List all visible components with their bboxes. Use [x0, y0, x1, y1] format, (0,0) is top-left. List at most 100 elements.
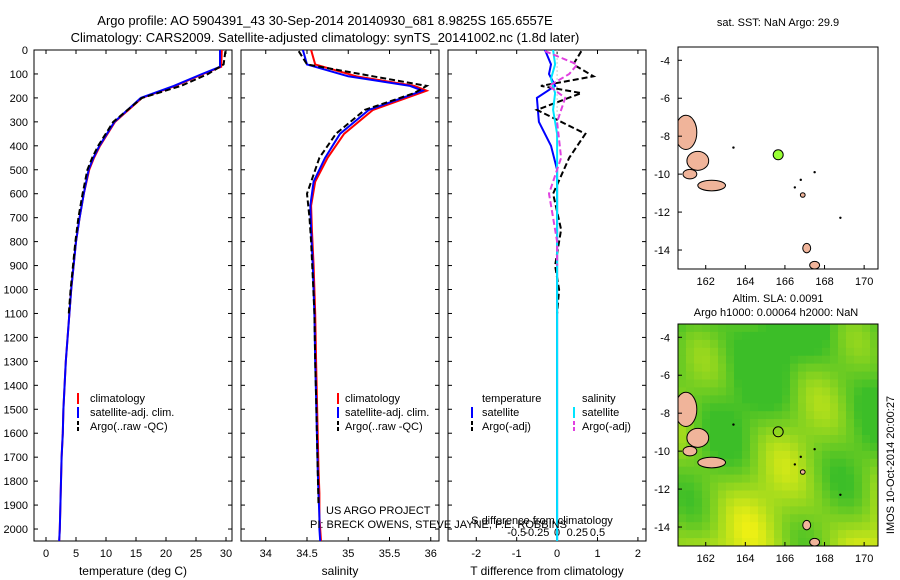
map-title-sst: sat. SST: NaN Argo: 29.9 [717, 17, 839, 29]
sla-heatmap-cell [694, 482, 703, 492]
sla-heatmap-cell [686, 538, 695, 546]
sla-heatmap-cell [734, 419, 743, 428]
sla-heatmap-cell [830, 331, 839, 341]
map-title-sla: Altim. SLA: 0.0091 [732, 293, 823, 305]
sla-heatmap-cell [830, 411, 839, 420]
sla-heatmap-cell [870, 324, 878, 333]
sla-heatmap-cell [862, 324, 871, 333]
sla-heatmap-cell [862, 403, 871, 412]
land-island [809, 260, 821, 269]
sla-heatmap-cell [678, 458, 687, 468]
sla-heatmap-cell [814, 435, 823, 444]
sla-heatmap-cell [846, 522, 855, 531]
argo-float-marker [772, 149, 784, 161]
sla-heatmap-cell [814, 339, 823, 349]
sla-heatmap-cell [758, 490, 767, 499]
sla-heatmap-cell [734, 324, 743, 333]
sla-heatmap-cell [766, 379, 775, 388]
sla-heatmap-cell [790, 498, 799, 507]
sla-heatmap-cell [734, 530, 743, 539]
sla-heatmap-cell [798, 387, 807, 396]
sla-heatmap-cell [702, 347, 711, 357]
sla-heatmap-cell [846, 482, 855, 492]
sla-heatmap-cell [678, 379, 687, 388]
sla-heatmap-cell [734, 466, 743, 476]
sla-heatmap-cell [742, 355, 751, 365]
sla-heatmap-cell [782, 442, 791, 452]
sla-heatmap-cell [830, 538, 839, 546]
sla-heatmap-cell [862, 522, 871, 531]
sla-heatmap-cell [838, 450, 847, 460]
sla-heatmap-cell [766, 395, 775, 404]
y-tick-label: 400 [10, 141, 28, 153]
sla-heatmap-cell [734, 331, 743, 341]
sla-heatmap-cell [830, 442, 839, 452]
sla-heatmap-cell [862, 506, 871, 515]
map-x-tick-label: 162 [697, 276, 715, 288]
sla-heatmap-cell [766, 530, 775, 539]
sla-heatmap-cell [798, 538, 807, 546]
sla-heatmap-cell [686, 379, 695, 388]
sla-heatmap-cell [830, 466, 839, 476]
y-tick-label: 1100 [4, 308, 28, 320]
legend-label-argo: Argo(..raw -QC) [90, 421, 168, 433]
sla-heatmap-cell [742, 387, 751, 396]
sla-heatmap-cell [710, 506, 719, 515]
sla-heatmap-cell [790, 490, 799, 499]
sla-heatmap-cell [726, 331, 735, 341]
sla-heatmap-cell [830, 522, 839, 531]
x-tick-label: 5 [73, 548, 79, 560]
small-island-dot [839, 493, 842, 496]
sla-heatmap-cell [686, 324, 695, 333]
sla-heatmap-cell [854, 395, 863, 404]
sla-heatmap-cell [854, 411, 863, 420]
sla-heatmap-cell [854, 403, 863, 412]
sla-heatmap-cell [726, 395, 735, 404]
sla-heatmap-cell [838, 538, 847, 546]
small-island-dot [813, 171, 816, 174]
sla-heatmap-cell [742, 522, 751, 531]
sla-heatmap-cell [766, 458, 775, 468]
sla-heatmap-cell [766, 324, 775, 333]
sla-heatmap-cell [742, 466, 751, 476]
sla-heatmap-cell [846, 442, 855, 452]
sla-heatmap-cell [830, 419, 839, 428]
sla-heatmap-cell [766, 403, 775, 412]
series-line-argo-raw-qc- [67, 51, 227, 314]
x-tick-label: 36 [425, 548, 437, 560]
x-tick-label: 35.5 [379, 548, 400, 560]
sla-heatmap-cell [750, 427, 759, 436]
sla-heatmap-cell [734, 395, 743, 404]
sla-heatmap-cell [822, 427, 831, 436]
sla-heatmap-cell [790, 435, 799, 444]
sla-heatmap-cell [862, 514, 871, 523]
sla-heatmap-cell [734, 355, 743, 365]
sla-heatmap-cell [862, 435, 871, 444]
x-top-tick-label: 0.5 [590, 527, 605, 539]
sla-heatmap-cell [790, 482, 799, 492]
sla-heatmap-cell [854, 347, 863, 357]
sla-heatmap-cell [758, 482, 767, 492]
sla-heatmap-cell [758, 363, 767, 373]
sla-heatmap-cell [830, 395, 839, 404]
legend-label-sal-argo: Argo(-adj) [582, 421, 631, 433]
sla-heatmap-cell [846, 403, 855, 412]
sla-heatmap-cell [702, 395, 711, 404]
sla-heatmap-cell [806, 403, 815, 412]
y-tick-label: 1400 [4, 380, 28, 392]
sla-heatmap-cell [782, 482, 791, 492]
sla-heatmap-cell [678, 538, 687, 546]
sla-heatmap-cell [854, 522, 863, 531]
sla-heatmap-cell [766, 331, 775, 341]
sla-heatmap-cell [822, 435, 831, 444]
sla-heatmap-cell [686, 482, 695, 492]
sla-heatmap-cell [686, 363, 695, 373]
sla-heatmap-cell [798, 458, 807, 468]
sla-heatmap-cell [798, 474, 807, 484]
sla-heatmap-cell [806, 435, 815, 444]
sla-heatmap-cell [822, 514, 831, 523]
sla-heatmap-cell [782, 506, 791, 515]
sla-heatmap-cell [782, 427, 791, 436]
sla-heatmap-cell [790, 530, 799, 539]
sla-heatmap-cell [790, 458, 799, 468]
